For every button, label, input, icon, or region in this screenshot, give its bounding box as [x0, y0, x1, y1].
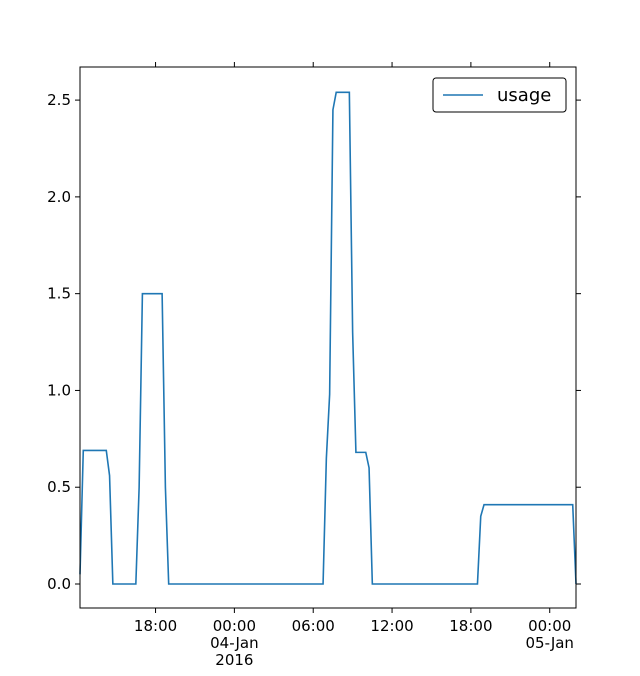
- legend-label: usage: [497, 85, 551, 106]
- x-tick-label: 00:00 05-Jan: [525, 617, 573, 652]
- y-tick-label: 1.0: [47, 381, 71, 399]
- y-tick-label: 0.5: [47, 478, 71, 496]
- axes-frame: [79, 66, 577, 609]
- series-line: [79, 91, 577, 585]
- x-tick-label: 18:00: [449, 617, 492, 635]
- x-tick-label: 18:00: [134, 617, 177, 635]
- y-tick-label: 0.0: [47, 575, 71, 593]
- y-tick-label: 2.0: [47, 188, 71, 206]
- x-tick-label: 06:00: [292, 617, 335, 635]
- y-tick-label: 1.5: [47, 285, 71, 303]
- legend-box: [432, 77, 567, 113]
- y-tick-label: 2.5: [47, 91, 71, 109]
- x-tick-label: 12:00: [370, 617, 413, 635]
- x-tick-label: 00:00 04-Jan 2016: [210, 617, 258, 669]
